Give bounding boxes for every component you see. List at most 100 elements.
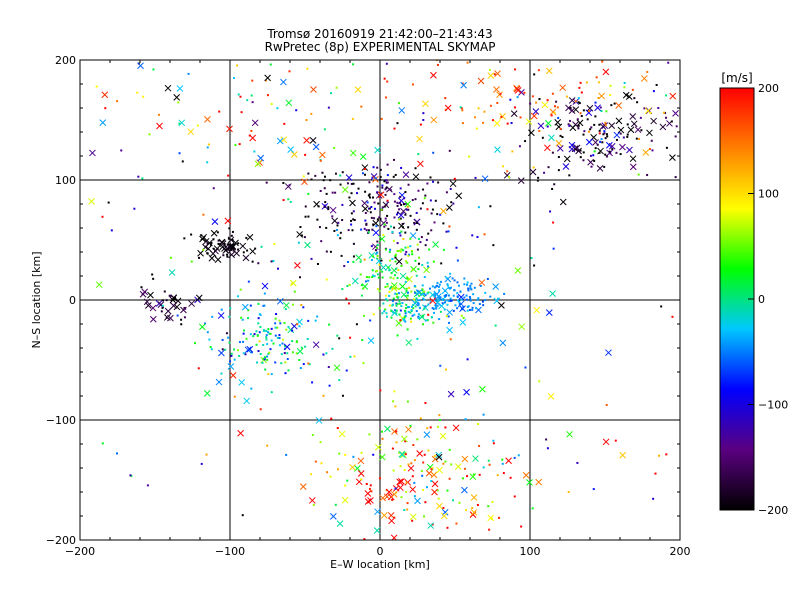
echo-dot-marker: [250, 94, 253, 97]
echo-dot-marker: [336, 334, 339, 337]
echo-dot-marker: [409, 245, 412, 248]
echo-dot-marker: [489, 295, 492, 298]
echo-dot-marker: [327, 206, 330, 209]
echo-dot-marker: [233, 348, 236, 351]
echo-dot-marker: [337, 468, 340, 471]
echo-dot-marker: [413, 481, 416, 484]
echo-dot-marker: [238, 341, 241, 344]
echo-dot-marker: [457, 284, 460, 287]
echo-dot-marker: [270, 339, 273, 342]
echo-dot-marker: [545, 438, 548, 441]
echo-cross-marker: [198, 323, 206, 331]
echo-dot-marker: [605, 403, 608, 406]
echo-cross-marker: [357, 470, 365, 477]
echo-dot-marker: [579, 149, 582, 152]
echo-dot-marker: [394, 405, 397, 408]
echo-cross-marker: [622, 91, 630, 99]
echo-dot-marker: [427, 303, 430, 306]
echo-dot-marker: [582, 133, 585, 136]
echo-dot-marker: [413, 221, 416, 224]
echo-cross-marker: [264, 74, 271, 82]
echo-cross-marker: [555, 139, 563, 147]
echo-cross-marker: [378, 453, 386, 461]
echo-dot-marker: [395, 430, 398, 433]
echo-dot-marker: [376, 185, 379, 188]
echo-dot-marker: [593, 150, 596, 153]
echo-dot-marker: [392, 297, 395, 300]
echo-cross-marker: [188, 300, 195, 307]
echo-cross-marker: [409, 513, 417, 521]
echo-dot-marker: [245, 337, 248, 340]
echo-dot-marker: [347, 229, 350, 232]
echo-dot-marker: [262, 343, 265, 346]
echo-dot-marker: [446, 283, 449, 286]
echo-dot-marker: [404, 253, 407, 256]
echo-cross-marker: [398, 107, 406, 114]
echo-dot-marker: [347, 302, 350, 305]
echo-dot-marker: [372, 223, 375, 226]
echo-dot-marker: [422, 188, 425, 191]
echo-dot-marker: [463, 277, 466, 280]
echo-dot-marker: [390, 316, 393, 319]
echo-dot-marker: [210, 241, 213, 244]
echo-dot-marker: [257, 302, 260, 305]
echo-dot-marker: [402, 237, 405, 240]
echo-dot-marker: [524, 140, 527, 143]
echo-dot-marker: [479, 284, 482, 287]
echo-dot-marker: [397, 292, 400, 295]
echo-dot-marker: [467, 289, 470, 292]
echo-dot-marker: [385, 298, 388, 301]
echo-dot-marker: [389, 248, 392, 251]
echo-dot-marker: [334, 191, 337, 194]
echo-dot-marker: [350, 182, 353, 185]
echo-dot-marker: [433, 454, 436, 457]
echo-dot-marker: [395, 253, 398, 256]
echo-dot-marker: [610, 104, 613, 107]
echo-cross-marker: [470, 508, 478, 516]
echo-dot-marker: [360, 294, 363, 297]
echo-cross-marker: [331, 217, 339, 225]
echo-dot-marker: [300, 303, 303, 306]
echo-dot-marker: [253, 333, 256, 336]
echo-dot-marker: [250, 129, 253, 132]
echo-dot-marker: [377, 202, 380, 205]
echo-dot-marker: [396, 204, 399, 207]
echo-dot-marker: [452, 309, 455, 312]
echo-dot-marker: [376, 269, 379, 272]
echo-dot-marker: [193, 342, 196, 345]
echo-cross-marker: [529, 168, 537, 176]
echo-dot-marker: [338, 337, 341, 340]
echo-cross-marker: [283, 301, 290, 309]
echo-dot-marker: [423, 197, 426, 200]
echo-cross-marker: [435, 451, 443, 459]
echo-cross-marker: [416, 450, 424, 457]
echo-dot-marker: [290, 282, 293, 285]
echo-dot-marker: [341, 394, 344, 397]
echo-dot-marker: [353, 219, 356, 222]
echo-cross-marker: [284, 183, 292, 190]
echo-cross-marker: [208, 254, 216, 262]
echo-cross-marker: [598, 92, 605, 100]
echo-cross-marker: [477, 77, 485, 85]
echo-dot-marker: [418, 299, 421, 302]
echo-dot-marker: [391, 498, 394, 501]
echo-dot-marker: [210, 348, 213, 351]
echo-dot-marker: [648, 147, 651, 150]
echo-dot-marker: [487, 505, 490, 508]
x-tick-label: −200: [65, 545, 95, 558]
echo-dot-marker: [379, 195, 382, 198]
echo-cross-marker: [315, 417, 323, 424]
echo-dot-marker: [376, 244, 379, 247]
echo-dot-marker: [380, 117, 383, 120]
echo-dot-marker: [371, 276, 374, 279]
echo-dot-marker: [484, 299, 487, 302]
echo-dot-marker: [384, 286, 387, 289]
echo-dot-marker: [508, 176, 511, 179]
echo-dot-marker: [492, 442, 495, 445]
echo-dot-marker: [383, 223, 386, 226]
echo-dot-marker: [631, 88, 634, 91]
echo-dot-marker: [230, 354, 233, 357]
echo-dot-marker: [419, 241, 422, 244]
echo-dot-marker: [276, 326, 279, 329]
echo-dot-marker: [557, 169, 560, 172]
